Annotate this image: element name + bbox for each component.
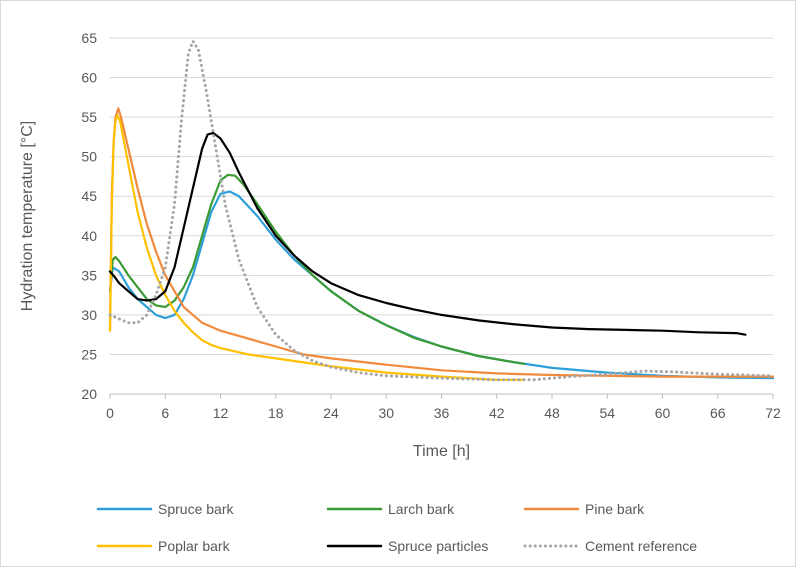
x-axis-label: Time [h]	[413, 443, 470, 460]
series-lines	[108, 39, 775, 382]
y-tick-label: 40	[81, 228, 97, 244]
x-tick-label: 24	[323, 405, 339, 421]
y-axis-label: Hydration temperature [°C]	[19, 121, 36, 311]
y-tick-label: 20	[81, 386, 97, 402]
x-tick-label: 60	[655, 405, 671, 421]
y-tick-label: 30	[81, 307, 97, 323]
series-line-cement-reference	[108, 39, 775, 382]
series-line-spruce-particles	[108, 131, 747, 336]
legend-label: Cement reference	[585, 538, 697, 554]
x-tick-label: 0	[106, 405, 114, 421]
y-tick-label: 25	[81, 346, 97, 362]
x-tick-label: 54	[599, 405, 615, 421]
series-line-poplar-bark	[108, 114, 526, 381]
x-tick-label: 6	[161, 405, 169, 421]
legend-label: Pine bark	[585, 501, 645, 517]
legend: Spruce bark Larch bark Pine bark Poplar bar…	[96, 501, 697, 554]
x-tick-label: 66	[710, 405, 726, 421]
x-tick-label: 18	[268, 405, 284, 421]
legend-label: Spruce bark	[158, 501, 234, 517]
y-tick-label: 45	[81, 188, 97, 204]
x-tick-label: 12	[213, 405, 229, 421]
legend-label: Larch bark	[388, 501, 455, 517]
series-line-spruce-bark	[108, 190, 775, 380]
legend-label: Poplar bark	[158, 538, 231, 554]
y-tick-label: 55	[81, 109, 97, 125]
y-tick-label: 50	[81, 149, 97, 165]
x-tick-label: 72	[765, 405, 781, 421]
y-tick-label: 35	[81, 267, 97, 283]
legend-label: Spruce particles	[388, 538, 488, 554]
x-tick-label: 42	[489, 405, 505, 421]
y-tick-labels: 20 25 30 35 40 45 50 55 60 65	[81, 30, 97, 402]
x-tick-label: 30	[378, 405, 394, 421]
series-line-larch-bark	[108, 173, 526, 365]
gridlines	[110, 37, 773, 355]
x-tick-labels: 0 6 12 18 24 30 36 42 48 54 60 66 72	[106, 394, 781, 421]
y-tick-label: 65	[81, 30, 97, 46]
series-line-pine-bark	[108, 107, 775, 378]
y-tick-label: 60	[81, 70, 97, 86]
x-tick-label: 36	[434, 405, 450, 421]
x-tick-label: 48	[544, 405, 560, 421]
